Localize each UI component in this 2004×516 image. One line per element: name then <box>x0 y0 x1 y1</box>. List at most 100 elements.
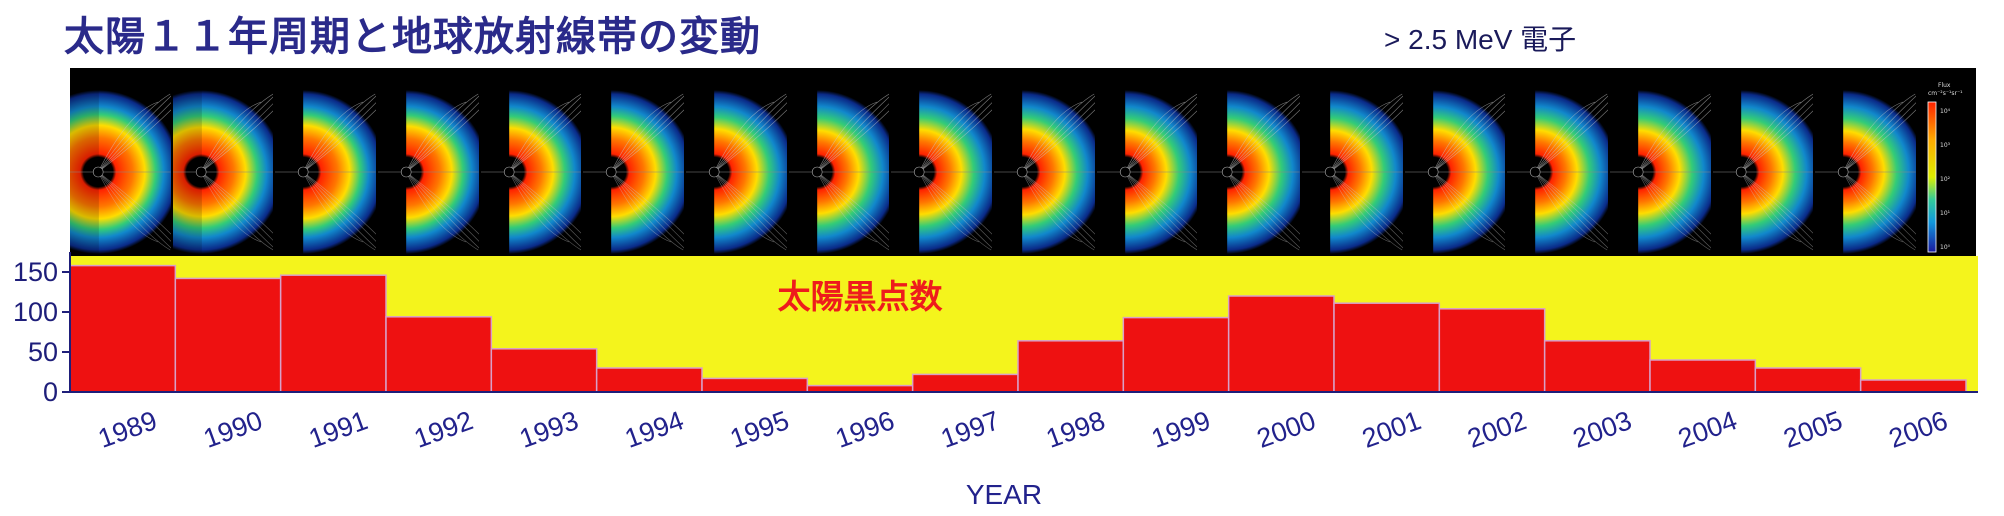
field-line <box>1227 93 1300 173</box>
field-line <box>1740 93 1813 173</box>
x-tick-label: 2003 <box>1569 405 1636 454</box>
field-line <box>1740 171 1801 243</box>
field-line <box>1329 171 1403 251</box>
field-line <box>1227 101 1288 173</box>
field-line <box>303 93 376 173</box>
field-line <box>1432 171 1506 235</box>
belt-panel: Jan–Dec 2002 <box>1404 68 1506 276</box>
belt-panel: Jan–Dec 2003 <box>1507 68 1608 276</box>
field-line <box>713 102 787 173</box>
field-line <box>1432 171 1506 248</box>
field-line <box>1637 102 1711 173</box>
field-line <box>713 171 787 248</box>
field-line <box>1740 102 1814 173</box>
field-line <box>713 96 787 173</box>
field-line <box>714 171 787 235</box>
colorbar-units: cm⁻²s⁻¹sr⁻¹ <box>1928 90 1963 97</box>
earth-icon <box>1324 166 1336 178</box>
field-line <box>200 171 274 242</box>
colorbar-tick-label: 10³ <box>1940 142 1951 149</box>
x-tick-label: 1989 <box>94 405 161 454</box>
field-line <box>611 93 684 173</box>
field-line <box>919 171 980 243</box>
earth-icon <box>1222 166 1233 178</box>
field-line <box>97 171 171 242</box>
field-line <box>1330 109 1403 173</box>
y-tick-label: 100 <box>13 297 58 327</box>
field-line <box>713 171 787 242</box>
field-line <box>919 171 992 248</box>
field-line <box>1227 171 1300 242</box>
belt-map <box>275 90 376 254</box>
field-line <box>1535 171 1608 235</box>
field-line <box>1637 96 1711 173</box>
field-line <box>303 109 376 173</box>
belt-panel: Jan–Dec 2000 <box>1199 68 1300 276</box>
field-line <box>1843 171 1916 251</box>
field-line <box>1227 171 1300 251</box>
field-line <box>1124 171 1198 242</box>
field-line <box>1637 93 1711 173</box>
sunspot-bar-1999 <box>1122 316 1230 393</box>
field-line <box>1432 109 1506 173</box>
sunspot-bar-2003 <box>1543 340 1651 393</box>
field-line <box>303 171 376 248</box>
field-line <box>98 109 171 173</box>
field-line <box>1432 93 1505 173</box>
field-line <box>1022 109 1095 173</box>
field-line <box>1124 102 1198 173</box>
field-line <box>508 171 581 251</box>
sunspot-bar-1991 <box>279 274 387 393</box>
field-line <box>611 102 684 173</box>
field-line <box>508 96 582 173</box>
field-line <box>816 109 890 173</box>
sunspot-bar-2005 <box>1754 367 1862 393</box>
colorbar-tick-label: 10⁰ <box>1940 244 1951 251</box>
earth-icon <box>400 166 412 178</box>
field-line <box>919 171 992 235</box>
field-line <box>713 93 787 173</box>
field-line <box>200 171 274 248</box>
field-line <box>816 171 889 251</box>
belt-panel: Jan–Dec 1998 <box>994 68 1095 276</box>
belt-map <box>1302 90 1403 254</box>
field-line <box>1638 109 1711 173</box>
field-line <box>611 171 684 248</box>
field-line <box>919 101 980 173</box>
field-line <box>1021 93 1095 173</box>
sunspot-bar-2002 <box>1438 308 1546 393</box>
field-line <box>508 171 569 243</box>
field-line <box>611 171 672 243</box>
field-line <box>1227 171 1300 235</box>
sunspot-bar-1998 <box>1017 340 1125 393</box>
field-line <box>816 101 877 173</box>
field-line <box>508 171 582 242</box>
belt-map <box>1404 90 1506 254</box>
field-line <box>919 171 992 251</box>
field-line <box>1637 171 1711 248</box>
field-line <box>97 93 171 173</box>
field-line <box>1843 171 1916 242</box>
sunspot-bar-2001 <box>1333 302 1441 393</box>
belt-map <box>583 90 684 254</box>
field-line <box>508 93 581 173</box>
x-tick-label: 1992 <box>410 405 477 454</box>
field-line <box>200 109 274 173</box>
field-line <box>1637 171 1711 251</box>
field-line <box>1124 171 1185 243</box>
field-line <box>1227 96 1300 173</box>
sunspot-bar-1995 <box>701 377 809 393</box>
field-line <box>1535 171 1608 248</box>
x-tick-label: 2001 <box>1358 405 1425 454</box>
colorbar-gradient <box>1927 101 1937 253</box>
field-line <box>200 96 274 173</box>
field-line <box>713 171 775 243</box>
belt-map <box>891 90 992 254</box>
field-line <box>1740 171 1814 248</box>
field-line <box>98 171 171 235</box>
field-line <box>1535 171 1608 251</box>
field-line <box>303 102 376 173</box>
x-tick-label: 1994 <box>621 405 688 454</box>
x-tick-label: 1990 <box>200 405 267 454</box>
earth-icon <box>1530 166 1541 178</box>
